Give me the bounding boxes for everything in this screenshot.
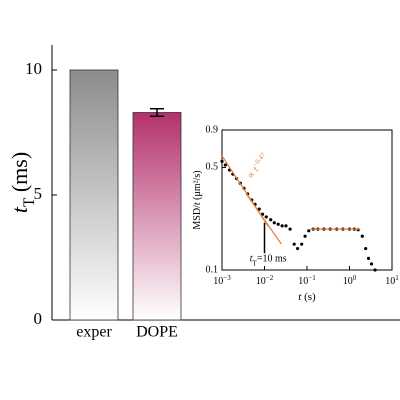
label-part: =10 ms: [257, 254, 287, 265]
data-point: [284, 224, 288, 228]
label-part: 10: [343, 276, 353, 287]
x-tick-label: DOPE: [136, 324, 178, 341]
label-part: 10: [256, 276, 266, 287]
label-part: −2: [266, 274, 274, 282]
x-tick-label: 101: [385, 274, 399, 288]
label-part: (s): [301, 291, 316, 303]
x-axis-label: t (s): [298, 291, 316, 303]
label-part: −3: [223, 274, 231, 282]
data-point: [292, 242, 296, 246]
data-point: [369, 262, 374, 266]
y-tick-label: 0.9: [206, 124, 219, 135]
label-part: 10: [385, 276, 395, 287]
data-point: [276, 222, 280, 226]
data-point: [257, 207, 261, 211]
bar: [132, 112, 182, 321]
data-point: [307, 229, 311, 233]
annotation: tT=10 ms: [250, 254, 287, 267]
y-tick-label: 5: [34, 184, 43, 203]
data-point: [272, 221, 276, 225]
data-point: [269, 218, 273, 222]
label-part: 1: [395, 274, 399, 282]
label-part: 10: [298, 276, 308, 287]
label-part: t: [251, 165, 262, 174]
label-part: (ms): [7, 152, 32, 198]
y-tick-label: 10: [25, 59, 42, 78]
data-point: [280, 224, 284, 228]
x-tick-label: 10−2: [256, 274, 274, 288]
label-part: t: [250, 254, 253, 265]
label-part: t: [298, 291, 302, 303]
fit-line: [247, 195, 282, 245]
data-point: [373, 268, 377, 272]
x-tick-label: 100: [343, 274, 357, 288]
x-tick-label: 10−3: [213, 274, 231, 288]
y-tick-label: 0.5: [206, 162, 219, 173]
data-point: [366, 256, 371, 260]
bar: [69, 69, 119, 321]
label-part: t: [192, 202, 203, 205]
data-point: [288, 227, 292, 231]
data-point: [300, 242, 304, 246]
label-part: T: [21, 197, 38, 207]
label-part: t: [7, 206, 32, 213]
label-part: −1: [308, 274, 316, 282]
x-tick-label: exper: [76, 324, 112, 341]
y-axis-label: tT (ms): [7, 152, 38, 213]
label-part: 10: [213, 276, 223, 287]
x-tick-label: 10−1: [298, 274, 316, 288]
y-tick-label: 0.1: [206, 264, 219, 275]
y-tick-label: 0: [34, 309, 43, 328]
label-part: T: [253, 259, 258, 267]
data-point: [295, 246, 300, 251]
data-point: [303, 234, 307, 238]
data-point: [220, 159, 224, 163]
y-axis-label: MSD/t (μm²/s): [192, 170, 203, 229]
data-point: [264, 215, 268, 219]
label-part: 0: [353, 274, 357, 282]
label-part: MSD/: [192, 205, 203, 230]
data-point: [364, 246, 368, 251]
data-point: [360, 234, 364, 238]
data-point: [223, 163, 227, 167]
label-part: (μm²/s): [192, 170, 203, 202]
